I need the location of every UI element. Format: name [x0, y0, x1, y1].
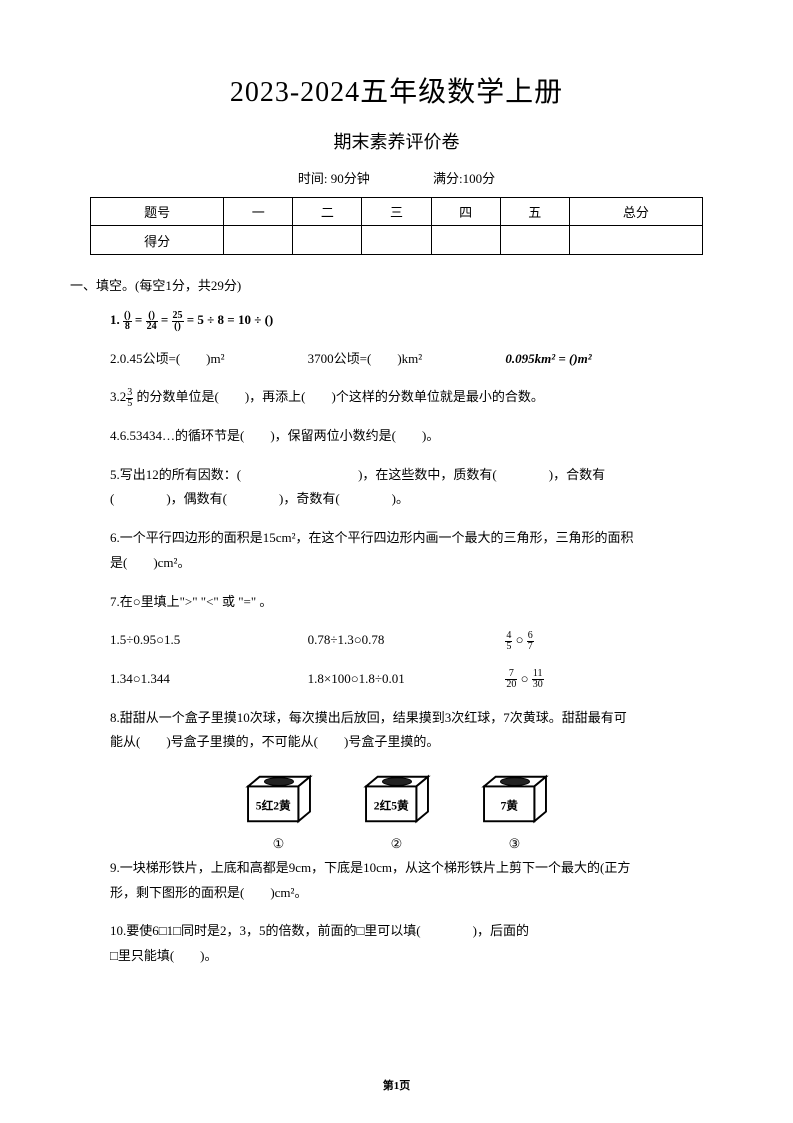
- table-header-row: 题号 一 二 三 四 五 总分: [91, 198, 703, 226]
- q6a: 6.一个平行四边形的面积是15cm²，在这个平行四边形内画一个最大的三角形，三角…: [110, 530, 634, 545]
- box-number-1: ①: [240, 836, 318, 852]
- denominator: 20: [505, 680, 517, 690]
- box-number-3: ③: [476, 836, 554, 852]
- box-2: 2红5黄 ②: [358, 769, 436, 852]
- q1-pre: 1.: [110, 312, 120, 327]
- th: 五: [500, 198, 569, 226]
- question-7: 7.在○里填上">" "<" 或 "=" 。: [110, 590, 703, 615]
- q10b: □里只能填( )。: [110, 948, 218, 963]
- box-text: 2红5黄: [373, 799, 408, 813]
- td-label: 得分: [91, 226, 224, 255]
- q7r2b: 1.8×100○1.8÷0.01: [308, 667, 506, 692]
- denominator: 5: [505, 642, 512, 652]
- fraction: 25(): [172, 311, 184, 332]
- question-6: 6.一个平行四边形的面积是15cm²，在这个平行四边形内画一个最大的三角形，三角…: [110, 526, 703, 575]
- q7r2a: 1.34○1.344: [110, 667, 308, 692]
- box-number-2: ②: [358, 836, 436, 852]
- question-7-row1: 1.5÷0.95○1.5 0.78÷1.3○0.78 45 ○ 67: [110, 628, 703, 653]
- question-8: 8.甜甜从一个盒子里摸10次球，每次摸出后放回，结果摸到3次红球，7次黄球。甜甜…: [110, 706, 703, 755]
- box-3: 7黄 ③: [476, 769, 554, 852]
- question-3: 3.235 的分数单位是( )，再添上( )个这样的分数单位就是最小的合数。: [110, 385, 703, 410]
- td: [362, 226, 431, 255]
- fraction: 1130: [532, 669, 544, 690]
- table-score-row: 得分: [91, 226, 703, 255]
- q10a: 10.要使6□1□同时是2，3，5的倍数，前面的□里可以填( )，后面的: [110, 923, 529, 938]
- q9b: 形，剩下图形的面积是( )cm²。: [110, 885, 307, 900]
- th: 一: [224, 198, 293, 226]
- denominator: 7: [527, 642, 534, 652]
- q6b: 是( )cm²。: [110, 555, 190, 570]
- section-1-header: 一、填空。(每空1分，共29分): [70, 275, 703, 294]
- subtitle: 期末素养评价卷: [90, 128, 703, 154]
- main-title: 2023-2024五年级数学上册: [90, 70, 703, 110]
- q2a: 2.0.45公顷=( )m²: [110, 347, 308, 372]
- box-icon: 5红2黄: [240, 769, 318, 829]
- q7r1a: 1.5÷0.95○1.5: [110, 628, 308, 653]
- q7r1c: 45 ○ 67: [505, 628, 703, 653]
- fraction: 45: [505, 631, 512, 652]
- question-9: 9.一块梯形铁片，上底和高都是9cm，下底是10cm，从这个梯形铁片上剪下一个最…: [110, 856, 703, 905]
- th: 二: [293, 198, 362, 226]
- q9a: 9.一块梯形铁片，上底和高都是9cm，下底是10cm，从这个梯形铁片上剪下一个最…: [110, 860, 630, 875]
- q5b: ( )，偶数有( )，奇数有( )。: [110, 491, 409, 506]
- timing-row: 时间: 90分钟 满分:100分: [90, 168, 703, 187]
- td: [500, 226, 569, 255]
- q3-tail: 的分数单位是( )，再添上( )个这样的分数单位就是最小的合数。: [133, 389, 544, 404]
- eq: =: [161, 312, 168, 327]
- time-limit: 时间: 90分钟: [298, 168, 370, 187]
- box-1: 5红2黄 ①: [240, 769, 318, 852]
- fraction: 720: [505, 669, 517, 690]
- denominator: 24: [146, 322, 158, 332]
- q7r1b: 0.78÷1.3○0.78: [308, 628, 506, 653]
- th: 题号: [91, 198, 224, 226]
- question-2: 2.0.45公顷=( )m² 3700公顷=( )km² 0.095km² = …: [110, 347, 703, 372]
- score-table: 题号 一 二 三 四 五 总分 得分: [90, 197, 703, 255]
- td: [569, 226, 702, 255]
- question-1: 1. ()8 = ()24 = 25() = 5 ÷ 8 = 10 ÷ (): [110, 308, 703, 333]
- box-icon: 2红5黄: [358, 769, 436, 829]
- q2c: 0.095km² = ()m²: [505, 347, 703, 372]
- box-icon: 7黄: [476, 769, 554, 829]
- box-text: 7黄: [500, 799, 518, 813]
- th: 三: [362, 198, 431, 226]
- box-diagram-row: 5红2黄 ① 2红5黄 ② 7黄 ③: [90, 769, 703, 852]
- numerator: 25: [172, 311, 184, 322]
- denominator: 8: [123, 322, 132, 332]
- numerator: (): [123, 311, 132, 322]
- page-footer: 第1页: [0, 1077, 793, 1093]
- question-4: 4.6.53434…的循环节是( )，保留两位小数约是( )。: [110, 424, 703, 449]
- denominator: (): [172, 322, 184, 332]
- full-score: 满分:100分: [433, 168, 495, 187]
- question-10: 10.要使6□1□同时是2，3，5的倍数，前面的□里可以填( )，后面的 □里只…: [110, 919, 703, 968]
- q5a: 5.写出12的所有因数：( )，在这些数中，质数有( )，合数有: [110, 467, 605, 482]
- fraction: ()24: [146, 311, 158, 332]
- box-text: 5红2黄: [255, 799, 290, 813]
- q2b: 3700公顷=( )km²: [308, 347, 506, 372]
- q8b: 能从( )号盒子里摸的，不可能从( )号盒子里摸的。: [110, 734, 439, 749]
- numerator: (): [146, 311, 158, 322]
- q3-pre: 3.2: [110, 389, 126, 404]
- question-7-row2: 1.34○1.344 1.8×100○1.8÷0.01 720 ○ 1130: [110, 667, 703, 692]
- eq: =: [135, 312, 142, 327]
- td: [293, 226, 362, 255]
- fraction: 67: [527, 631, 534, 652]
- th: 四: [431, 198, 500, 226]
- denominator: 30: [532, 680, 544, 690]
- q7r2c: 720 ○ 1130: [505, 667, 703, 692]
- fraction: ()8: [123, 311, 132, 332]
- q1-tail: = 5 ÷ 8 = 10 ÷ (): [187, 312, 274, 327]
- th: 总分: [569, 198, 702, 226]
- td: [224, 226, 293, 255]
- question-5: 5.写出12的所有因数：( )，在这些数中，质数有( )，合数有 ( )，偶数有…: [110, 463, 703, 512]
- q8a: 8.甜甜从一个盒子里摸10次球，每次摸出后放回，结果摸到3次红球，7次黄球。甜甜…: [110, 710, 627, 725]
- td: [431, 226, 500, 255]
